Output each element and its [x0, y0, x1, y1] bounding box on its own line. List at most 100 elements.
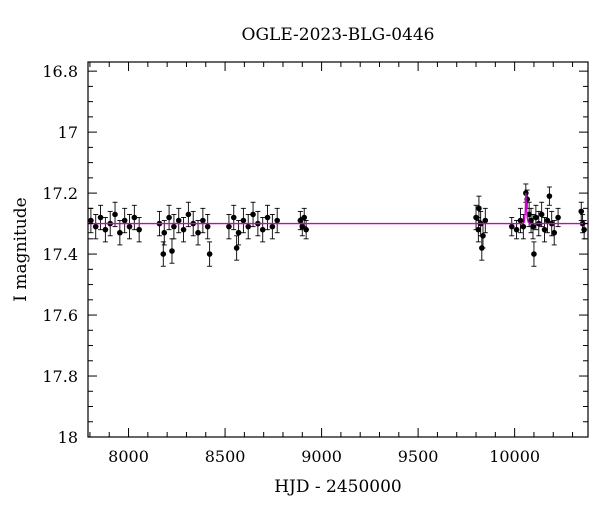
x-tick-label: 9000: [301, 447, 342, 466]
data-marker: [97, 214, 104, 221]
data-marker: [528, 217, 534, 224]
data-point: [541, 217, 548, 243]
data-point: [180, 217, 187, 243]
data-marker: [530, 223, 536, 230]
data-marker: [160, 251, 167, 257]
data-point: [102, 217, 109, 243]
data-point: [235, 220, 242, 246]
y-tick-label: 17.4: [42, 245, 78, 264]
model-curve: [88, 193, 588, 225]
data-marker: [233, 245, 240, 251]
data-point: [533, 204, 539, 231]
data-marker: [578, 208, 585, 215]
y-tick-label: 17.2: [42, 184, 78, 203]
data-point: [160, 241, 167, 267]
data-point: [551, 220, 558, 246]
data-marker: [513, 226, 520, 233]
x-tick-label: 9500: [398, 447, 439, 466]
data-marker: [250, 211, 256, 218]
plot-frame: [87, 61, 589, 438]
data-marker: [204, 223, 211, 230]
data-point: [169, 238, 175, 264]
data-marker: [92, 223, 99, 230]
data-marker: [171, 223, 177, 230]
data-marker: [479, 245, 485, 251]
data-point: [126, 213, 133, 240]
data-marker: [475, 226, 482, 233]
data-point: [175, 207, 182, 234]
data-marker: [226, 223, 232, 230]
data-point: [479, 235, 485, 261]
data-marker: [200, 217, 206, 224]
data-point: [250, 201, 256, 228]
data-point: [538, 201, 545, 228]
data-marker: [259, 226, 266, 233]
data-point: [136, 217, 142, 243]
data-point: [161, 220, 168, 246]
data-point: [200, 207, 206, 234]
data-marker: [88, 217, 94, 224]
data-point: [476, 195, 482, 221]
data-marker: [482, 217, 489, 224]
data-marker: [544, 217, 551, 224]
data-point: [233, 235, 240, 261]
data-marker: [161, 229, 168, 236]
data-point: [97, 204, 104, 231]
data-marker: [136, 226, 142, 233]
data-marker: [185, 211, 192, 218]
y-tick-label: 18: [58, 428, 78, 447]
data-point: [544, 207, 551, 234]
data-point: [259, 217, 266, 243]
y-axis-label: I magnitude: [11, 197, 31, 301]
data-marker: [117, 229, 123, 236]
data-marker: [264, 214, 271, 221]
data-marker: [206, 251, 213, 257]
data-marker: [102, 226, 109, 233]
data-point: [88, 207, 94, 234]
data-point: [131, 204, 138, 231]
data-point: [230, 204, 237, 231]
plot-area: [88, 183, 588, 267]
data-marker: [240, 217, 247, 224]
x-tick-label: 8000: [108, 447, 149, 466]
data-marker: [517, 217, 524, 224]
data-marker: [551, 229, 558, 236]
data-marker: [538, 211, 545, 218]
data-marker: [131, 214, 138, 221]
data-point: [185, 201, 192, 228]
data-marker: [175, 217, 182, 224]
data-marker: [195, 229, 201, 236]
data-marker: [269, 223, 276, 230]
data-marker: [301, 214, 308, 221]
data-point: [530, 213, 536, 240]
data-point: [520, 213, 527, 240]
data-point: [166, 204, 172, 231]
axis-ticks: 8000 8500 9000 9500 10000 16.8 17 17.2 17.4 17.6 1…: [42, 62, 588, 466]
data-marker: [112, 211, 118, 218]
y-tick-label: 17.8: [42, 367, 78, 386]
data-point: [274, 207, 280, 234]
data-point: [206, 241, 213, 267]
data-point: [204, 213, 211, 240]
data-point: [517, 207, 524, 234]
data-marker: [581, 226, 587, 233]
data-point: [240, 207, 247, 234]
data-point: [195, 220, 201, 246]
data-marker: [476, 205, 482, 212]
data-marker: [169, 248, 175, 254]
data-point: [112, 201, 118, 228]
data-marker: [230, 214, 237, 221]
x-tick-label: 8500: [205, 447, 246, 466]
data-marker: [274, 217, 280, 224]
x-axis-label: HJD - 2450000: [274, 477, 402, 497]
data-point: [482, 207, 489, 234]
data-point: [475, 217, 482, 243]
data-point: [226, 213, 232, 240]
data-point: [245, 213, 252, 240]
y-tick-label: 16.8: [42, 62, 78, 81]
data-marker: [531, 251, 537, 257]
data-marker: [508, 223, 515, 230]
y-tick-label: 17: [58, 123, 78, 142]
x-tick-label: 10000: [489, 447, 540, 466]
data-point: [121, 207, 128, 234]
